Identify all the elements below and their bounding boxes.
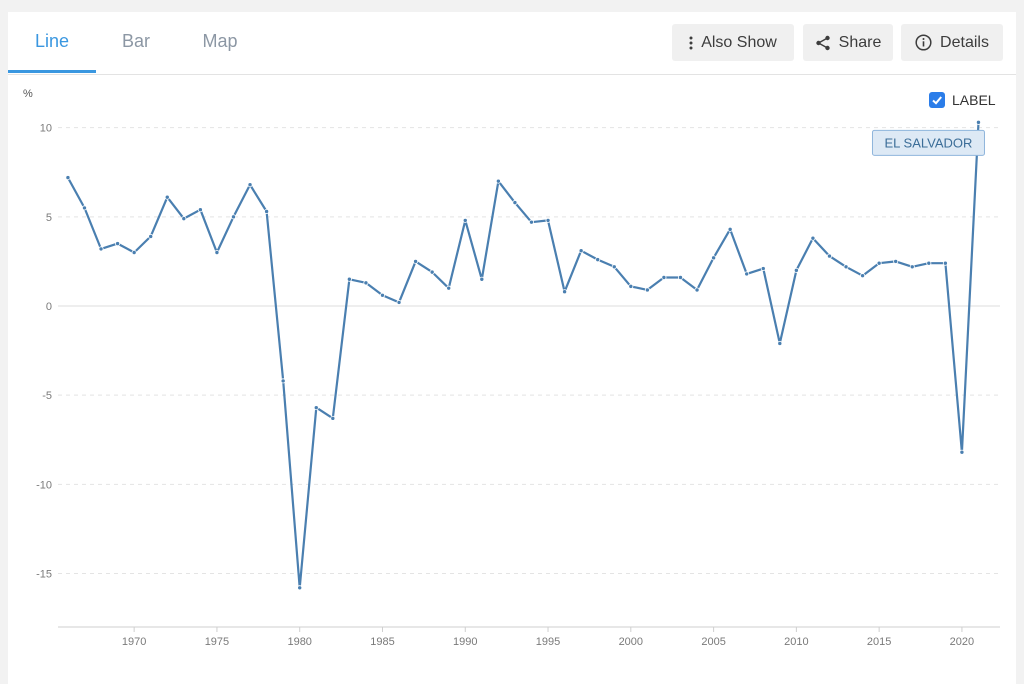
data-point (744, 271, 750, 277)
tab-map[interactable]: Map (202, 31, 238, 51)
data-point (446, 285, 452, 291)
y-tick-label: 0 (46, 301, 52, 313)
y-tick-label: -5 (42, 390, 52, 402)
tab-bar[interactable]: Bar (121, 31, 150, 51)
share-button[interactable]: Share (803, 24, 893, 61)
data-point (313, 405, 319, 411)
data-point (644, 287, 650, 293)
x-tick-label: 2015 (867, 636, 891, 648)
data-point (777, 340, 783, 346)
data-point (727, 226, 733, 232)
data-point (413, 258, 419, 264)
x-tick-label: 1995 (536, 636, 560, 648)
data-point (230, 214, 236, 220)
legend-label: LABEL (952, 92, 996, 108)
share-label: Share (838, 33, 882, 51)
data-point (893, 258, 899, 264)
data-point (379, 292, 385, 298)
details-label: Details (940, 33, 989, 51)
data-point (793, 267, 799, 273)
also-show-label: Also Show (701, 33, 777, 51)
data-point (595, 257, 601, 263)
x-tick-label: 1970 (122, 636, 146, 648)
data-point (677, 274, 683, 280)
tab-line[interactable]: Line (8, 12, 96, 73)
x-tick-label: 1990 (453, 636, 477, 648)
data-point (495, 178, 501, 184)
data-point (65, 175, 71, 181)
data-point (578, 248, 584, 254)
y-tick-label: 10 (40, 123, 52, 135)
data-point (148, 233, 154, 239)
data-point (810, 235, 816, 241)
data-point (860, 273, 866, 279)
x-tick-label: 2020 (950, 636, 974, 648)
data-point (214, 249, 220, 255)
data-point (363, 280, 369, 286)
data-point (330, 415, 336, 421)
data-point (528, 219, 534, 225)
chart-panel: Line Bar Map Also Show Share Details % 1 (8, 12, 1016, 684)
data-point (346, 276, 352, 282)
data-point (711, 255, 717, 261)
data-point (81, 205, 87, 211)
checkmark-icon (932, 96, 942, 105)
x-tick-label: 2010 (784, 636, 808, 648)
data-point (611, 264, 617, 270)
data-point (760, 266, 766, 272)
series-line (66, 122, 980, 589)
data-point (280, 378, 286, 384)
x-tick-label: 1985 (370, 636, 394, 648)
data-point (959, 449, 965, 455)
y-axis-unit-label: % (23, 88, 33, 100)
share-icon (815, 35, 830, 50)
info-icon (915, 34, 932, 51)
data-point (694, 287, 700, 293)
y-tick-label: 5 (46, 212, 52, 224)
data-point (264, 208, 270, 214)
data-point (115, 241, 121, 247)
series-tag-label: EL SALVADOR (885, 135, 973, 150)
data-point (181, 216, 187, 222)
data-point (164, 194, 170, 200)
x-tick-label: 2005 (701, 636, 725, 648)
legend: LABEL (929, 92, 996, 108)
data-point (909, 264, 915, 270)
data-point (462, 217, 468, 223)
data-point (661, 274, 667, 280)
chart-type-tabs: Line Bar Map Also Show Share Details (8, 12, 1016, 75)
data-point (479, 276, 485, 282)
legend-checkbox[interactable] (929, 92, 945, 108)
x-tick-label: 2000 (619, 636, 643, 648)
data-point (131, 249, 137, 255)
data-point (512, 200, 518, 206)
data-point (545, 217, 551, 223)
data-point (975, 119, 981, 125)
data-point (297, 585, 303, 591)
data-point (843, 264, 849, 270)
x-tick-label: 1980 (287, 636, 311, 648)
data-point (247, 182, 253, 188)
data-point (429, 269, 435, 275)
data-point (628, 283, 634, 289)
data-point (98, 246, 104, 252)
y-tick-label: -15 (36, 569, 52, 581)
details-button[interactable]: Details (901, 24, 1003, 61)
data-point (876, 260, 882, 266)
x-tick-label: 1975 (205, 636, 229, 648)
data-point (396, 299, 402, 305)
series-tag-box (871, 129, 985, 156)
data-point (926, 260, 932, 266)
data-point (826, 253, 832, 259)
kebab-icon (689, 36, 693, 49)
y-tick-label: -10 (36, 479, 52, 491)
also-show-button[interactable]: Also Show (672, 24, 794, 61)
data-point (197, 207, 203, 213)
data-point (942, 260, 948, 266)
data-point (562, 289, 568, 295)
line-chart: % 10 5 0 -5 -10 -15 1970 1975 1980 1985 1990 1995 200… (23, 88, 1000, 648)
